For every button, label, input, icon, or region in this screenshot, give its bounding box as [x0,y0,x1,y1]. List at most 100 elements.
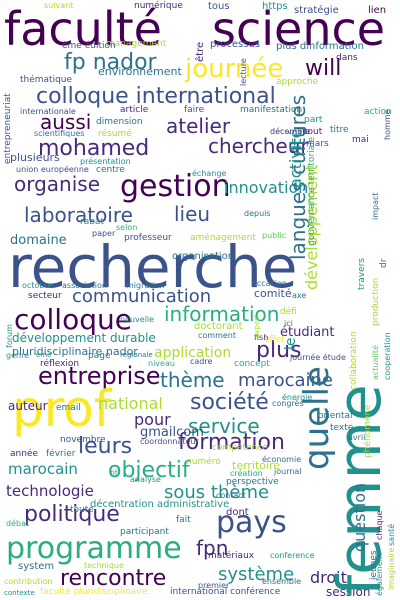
word-fait: fait [176,515,191,525]
word-marocaine: marocaine [238,370,333,391]
word-economie: économie [262,455,302,464]
word-droit: droit [310,568,347,587]
word-mars: mars [306,139,329,149]
word-acteur-v: être [195,41,206,62]
word-rif: technique [84,561,124,570]
word-decembre: décembre [270,127,311,136]
word-thematique: thématique [20,75,73,85]
word-octobre: octobre [22,281,53,290]
word-cultures-communication-v: production [371,277,381,326]
word-contribution: contribution [4,577,53,586]
word-plus-dinformation: plus dinformation [276,41,364,52]
word-public: public [262,231,287,240]
word-sante-v: santé [387,523,396,546]
word-programme: programme [6,531,182,566]
word-dont: dont [226,507,249,518]
word-annee: année [10,449,38,459]
word-decentration-administrative: décentration administrative [90,499,230,510]
word-pour-plus: numéro [186,457,221,467]
word-selon: selon [116,223,138,232]
word-premier: premier [198,581,230,590]
word-innovation: innovation [224,178,309,197]
word-action: action [364,107,392,117]
word-competence-v: cooperation [383,332,392,380]
word-article: article [120,105,149,115]
word-coordonnateur: coordonnateur [140,437,199,446]
word-mai: dimension [96,117,143,127]
word-regionale: régionale [120,351,153,359]
word-lieu: lieu [174,202,211,226]
word-doctorant: doctorant [194,321,243,332]
word-fp-nador: fp nador [64,50,157,75]
word-chaque-v: chaque [375,510,384,540]
word-information: information [164,302,280,326]
word-dans: tout [304,127,323,137]
word-journee: journée [185,54,284,84]
word-cooperation-v: actualité [371,345,380,380]
word-part: mai [352,135,369,145]
word-contact: ème [36,351,52,359]
word-paper: paper [92,229,116,238]
word-secteur: secteur [28,291,62,301]
word-union-europeenne: union européenne [16,165,89,174]
word-pour: pour [134,410,171,429]
word-defi: défi [280,307,297,317]
word-ici: ici [284,319,293,328]
word-imaginaire-v: imaginaire [387,547,396,590]
word-egalement-v: également [375,553,384,596]
word-texte: texte [330,423,354,433]
word-contexte: contexte [4,589,35,597]
word-page: page [88,351,111,361]
word-fevrier: février [46,449,76,459]
word-technologie: technologie [6,482,94,500]
word-professeur: professeur [124,233,172,243]
word-auteur: auteur [8,399,48,413]
word-ensemble: ensemble [262,577,302,586]
word-congres: congrès [272,399,304,408]
word-faire: faire [184,105,205,115]
word-plus: plus [256,338,302,363]
word-marocain: marocain [8,460,78,478]
word-faculte: faculté [4,2,162,56]
word-mohamed: mohamed [38,136,150,161]
word-systeme: système [218,564,295,585]
word-system: system [18,561,55,572]
word-service: service [188,414,260,438]
word-eme-edition: ème édition [62,41,116,51]
word-organise: organise [14,172,101,196]
word-etre: toute [70,505,94,515]
word-international-conference: international conférence [170,587,281,597]
word-pluridisciplinaire-nador: pluridisciplinaire nador [12,345,138,358]
word-prof: prof [12,380,112,438]
word-laboratoire: laboratoire [24,203,133,227]
word-developpement-durable: développement durable [12,331,156,345]
word-femme-v: gouvernance territoriale [307,136,317,246]
word-manifestation: manifestation [240,105,303,115]
word-politique: politique [24,502,120,527]
word-numerique: numérique [134,1,183,11]
word-journal: journal [274,467,302,476]
word-debat: débat [6,519,30,528]
word-https: https [262,1,288,12]
word-email: email [56,403,81,413]
word-genre: genre [6,351,30,360]
word-lien: lien [368,5,387,16]
word-reflexion: réflexion [40,359,80,369]
word-recherche: recherche [8,233,298,301]
word-nouvelle: nouvelle [120,315,155,324]
word-collaboration-v: collaboration [349,331,359,390]
word-migration: migration [126,281,165,290]
word-theme: thème [160,368,225,392]
word-dimension-v: lecture [239,58,248,86]
word-regional: contact [216,491,246,500]
word-pays: pays [216,505,287,540]
word-sous-theme: sous thème [164,482,270,503]
word-toute-v: phénomène [363,404,373,458]
word-strategie: stratégie [294,5,339,16]
word-oriental: oriental [318,411,353,421]
word-processus: processus [210,39,260,50]
word-association: association [62,281,107,290]
word-environnement: environnement [98,65,182,78]
word-depuis: depuis [244,209,271,218]
